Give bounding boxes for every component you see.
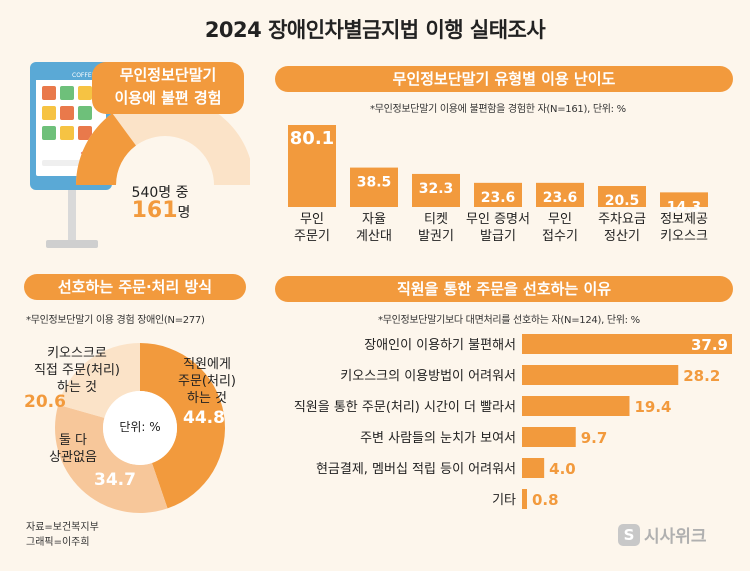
slice-label-kiosk: 키오스크로 직접 주문(처리) 하는 것: [33, 346, 121, 395]
difficulty-category-label: 티켓: [424, 212, 448, 227]
kiosk-title-line2: 이용에 불편 경험: [114, 89, 222, 107]
difficulty-category-label: 주차요금: [598, 212, 646, 227]
reason-bar: [522, 334, 732, 354]
difficulty-category-label: 정보제공: [660, 212, 708, 227]
reason-category-label: 주변 사람들의 눈치가 보여서: [360, 431, 516, 446]
difficulty-category-label: 자율: [362, 212, 386, 227]
difficulty-bar: [350, 167, 398, 207]
difficulty-category-label: 키오스크: [660, 229, 708, 244]
difficulty-value-label: 23.6: [543, 190, 578, 206]
difficulty-value-label: 14.3: [667, 199, 702, 215]
reasons-bar-chart: 장애인이 이용하기 불편해서 37.9 키오스크의 이용방법이 어려워서 28.2 직원…: [294, 334, 732, 509]
difficulty-value-label: 23.6: [481, 190, 516, 206]
reason-value-label: 37.9: [691, 336, 728, 354]
difficulty-value-label: 20.5: [605, 193, 640, 209]
difficulty-category-label: 계산대: [356, 229, 392, 244]
reason-value-label: 9.7: [581, 429, 608, 447]
reason-bar: [522, 458, 545, 478]
donut-slice: [140, 343, 225, 509]
difficulty-bar: [474, 182, 522, 207]
difficulty-value-label: 32.3: [419, 181, 454, 197]
order-method-title: 선호하는 주문·처리 방식: [24, 274, 246, 300]
difficulty-category-label: 발급기: [480, 229, 516, 244]
slice-label-either: 둘 다 상관없음: [49, 433, 97, 465]
difficulty-category-label: 정산기: [604, 229, 640, 244]
screen-label: COFFEE: [72, 72, 96, 79]
slice-label-staff: 직원에게 주문(처리) 하는 것: [178, 357, 236, 406]
donut-hole: [103, 391, 177, 465]
difficulty-category-label: 무인: [548, 212, 572, 227]
kiosk-illustration: COFFEE: [30, 62, 250, 248]
donut-slice: [58, 343, 140, 418]
reason-value-label: 0.8: [532, 491, 559, 509]
difficulty-note: *무인정보단말기 이용에 불편함을 경험한 자(N=161), 단위: %: [370, 104, 626, 115]
difficulty-bar: [412, 173, 460, 207]
reason-value-label: 4.0: [549, 460, 576, 478]
order-method-note: *무인정보단말기 이용 경험 장애인(N=277): [26, 315, 205, 326]
logo-icon: S: [618, 523, 640, 546]
difficulty-category-label: 접수기: [542, 229, 578, 244]
reason-bar: [522, 396, 630, 416]
reason-category-label: 현금결제, 멤버십 적립 등이 어려워서: [316, 462, 516, 477]
difficulty-category-label: 주문기: [294, 229, 330, 244]
reason-value-label: 28.2: [683, 367, 720, 385]
slice-value-kiosk: 20.6: [24, 392, 66, 412]
reason-category-label: 키오스크의 이용방법이 어려워서: [340, 369, 516, 384]
slice-value-either: 34.7: [94, 470, 136, 490]
logo-text: 시사위크: [644, 527, 707, 547]
reason-bar: [522, 427, 576, 447]
reason-category-label: 직원을 통한 주문(처리) 시간이 더 빨라서: [294, 400, 516, 415]
difficulty-bar: [598, 186, 646, 207]
reasons-note: *무인정보단말기보다 대면처리를 선호하는 자(N=124), 단위: %: [378, 315, 640, 326]
kiosk-value: 161: [131, 198, 178, 223]
difficulty-bar: [536, 182, 584, 207]
difficulty-value-label: 80.1: [290, 128, 334, 149]
page-title: 2024 장애인차별금지법 이행 실태조사: [204, 18, 546, 42]
donut-center-label: 단위: %: [119, 420, 161, 434]
menu-grid: [42, 86, 92, 140]
source-credit: 자료=보건복지부: [26, 522, 99, 533]
difficulty-category-label: 무인: [300, 212, 324, 227]
difficulty-category-label: 발권기: [418, 229, 454, 244]
reason-category-label: 장애인이 이용하기 불편해서: [364, 338, 516, 353]
reason-category-label: 기타: [492, 493, 516, 508]
difficulty-bar: [660, 192, 708, 207]
donut-slice: [54, 404, 168, 513]
difficulty-category-label: 무인 증명서: [466, 212, 530, 227]
difficulty-bar: [288, 125, 336, 207]
graphic-credit: 그래픽=이주희: [26, 537, 90, 548]
reasons-title: 직원을 통한 주문을 선호하는 이유: [275, 276, 733, 302]
gauge-fill: [76, 113, 136, 185]
kiosk-unit: 명: [177, 205, 191, 221]
order-method-donut: [54, 343, 225, 513]
reason-bar: [522, 365, 679, 385]
difficulty-value-label: 38.5: [357, 175, 392, 191]
reason-bar: [522, 489, 527, 509]
kiosk-title-line1: 무인정보단말기: [119, 66, 217, 84]
slice-value-staff: 44.8: [183, 408, 225, 428]
difficulty-title: 무인정보단말기 유형별 이용 난이도: [275, 66, 733, 92]
reason-value-label: 19.4: [634, 398, 671, 416]
kiosk-count-text: 540명 중: [131, 185, 189, 201]
